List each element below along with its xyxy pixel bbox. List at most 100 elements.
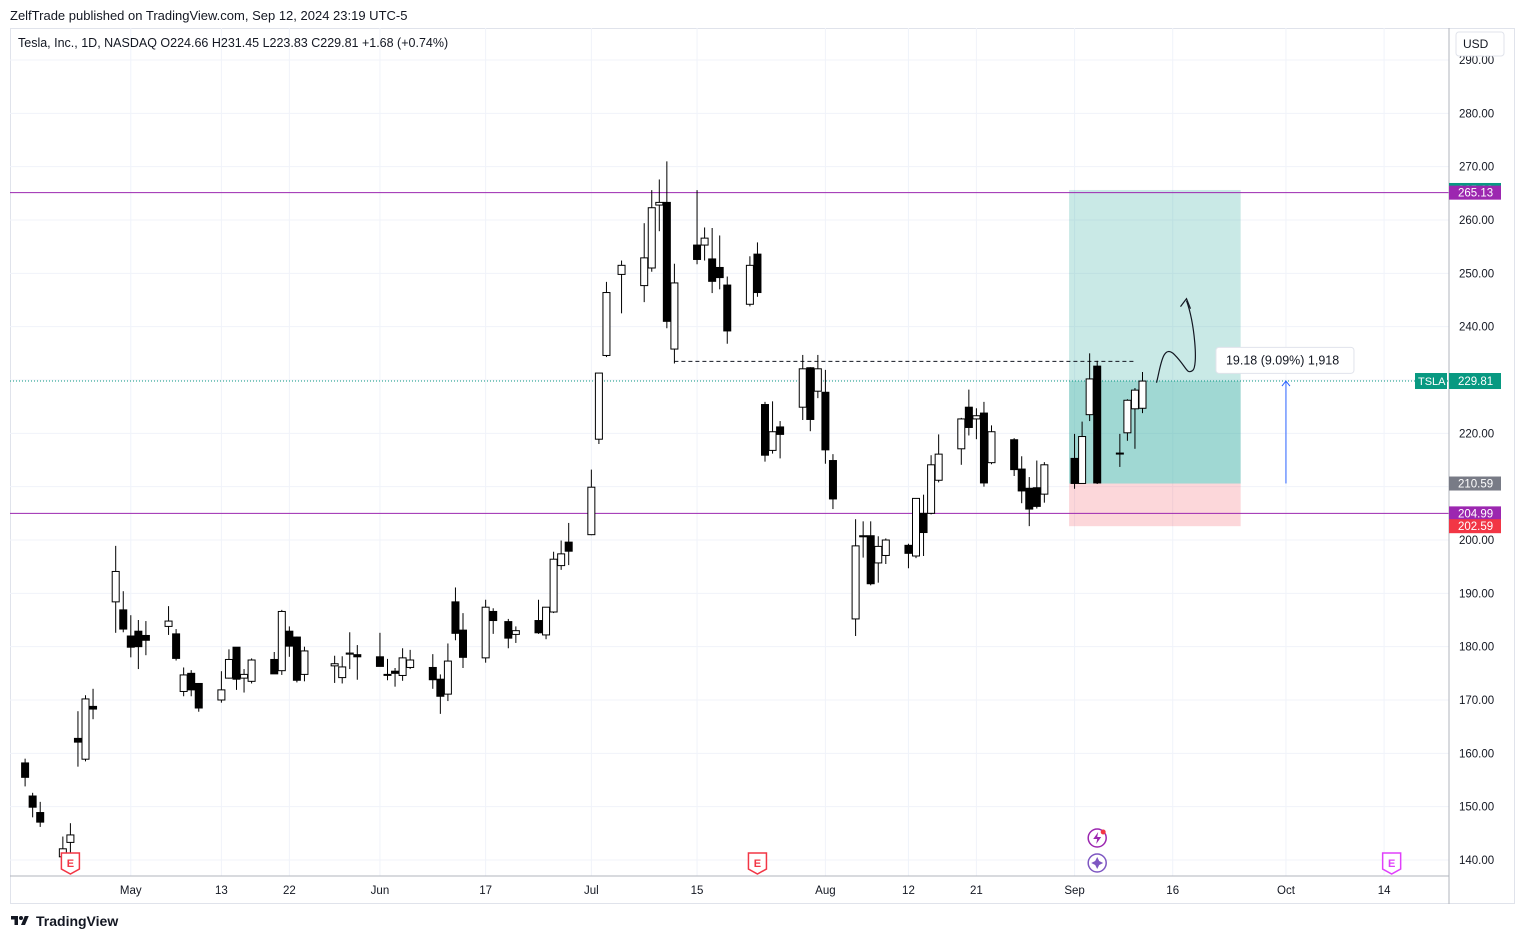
price-axis-badge-label: 265.13 <box>1458 188 1493 200</box>
candle-body <box>617 264 626 275</box>
y-tick-label: 290.00 <box>1459 55 1494 67</box>
candle-body <box>927 464 936 514</box>
projection-arrowhead <box>1180 297 1192 309</box>
x-tick-label: 16 <box>1166 885 1179 897</box>
candle-body <box>912 497 920 557</box>
candle-body <box>21 762 30 778</box>
candle-body <box>1115 452 1124 455</box>
candle-body <box>375 656 384 667</box>
candle-body <box>330 663 339 667</box>
y-tick-label: 240.00 <box>1459 322 1494 334</box>
candle-body <box>217 689 226 701</box>
price-axis-badge <box>1449 185 1501 200</box>
candle-body <box>594 372 603 440</box>
overlays: 19.18 (9.09%) 1,918 <box>1155 297 1355 484</box>
y-tick-label: 140.00 <box>1459 855 1494 867</box>
x-tick-label: 21 <box>970 885 983 897</box>
candle-body <box>987 431 996 464</box>
candle-body <box>1085 378 1094 416</box>
candle-body <box>693 244 702 260</box>
candle-body <box>141 634 150 641</box>
star-glyph <box>1091 857 1104 869</box>
candle-body <box>723 284 732 332</box>
publisher-line: ZelfTrade published on TradingView.com, … <box>10 8 408 23</box>
candle-body <box>504 621 513 639</box>
candle-body <box>1123 399 1132 434</box>
candle-body <box>964 406 973 428</box>
candle-body <box>919 512 928 534</box>
x-tick-label: Sep <box>1064 885 1084 897</box>
horizontal-lines <box>10 192 1449 514</box>
candle-body <box>111 570 120 603</box>
x-tick-label: 12 <box>902 885 915 897</box>
symbol-badge-label: TSLA <box>1418 376 1446 388</box>
x-tick-label: Oct <box>1277 885 1296 897</box>
candle-body <box>1070 457 1079 484</box>
candle-body <box>904 544 913 554</box>
earnings-icon <box>747 852 768 875</box>
measure-label-box <box>1215 346 1355 374</box>
measure-arrowhead <box>1281 380 1291 387</box>
candle-body <box>859 535 868 538</box>
candle-body <box>119 609 128 630</box>
y-tick-label: 270.00 <box>1459 162 1494 174</box>
candle-body <box>489 610 498 622</box>
candle-body <box>866 535 875 585</box>
candle-body <box>557 553 566 567</box>
last-price-badge-label: 229.81 <box>1458 376 1493 388</box>
candle-body <box>232 646 241 680</box>
candle-body <box>587 486 596 536</box>
candle-body <box>126 635 135 648</box>
y-tick-label: 250.00 <box>1459 268 1494 280</box>
stop-zone <box>1069 483 1241 527</box>
candle-body <box>881 539 890 556</box>
candle-body <box>708 258 717 282</box>
candle-body <box>247 659 256 682</box>
projection-path <box>1155 300 1196 383</box>
candle-body <box>753 253 762 294</box>
candle-body <box>700 237 709 246</box>
candle-body <box>300 650 309 675</box>
candle-body <box>459 629 467 658</box>
candle-body <box>406 659 415 668</box>
chart-legend: Tesla, Inc., 1D, NASDAQ O224.66 H231.45 … <box>18 36 448 50</box>
currency-button[interactable] <box>1455 31 1505 57</box>
candle-body <box>428 666 437 681</box>
candle-body <box>806 367 815 420</box>
y-tick-label: 190.00 <box>1459 588 1494 600</box>
candle-body <box>1017 468 1026 492</box>
x-tick-label: Jul <box>584 885 599 897</box>
candle-body <box>715 266 724 279</box>
candle-body <box>934 453 943 481</box>
candle-body <box>443 660 452 695</box>
candle-body <box>481 606 490 659</box>
candle-body <box>36 812 45 823</box>
candle-body <box>813 368 822 392</box>
candle-body <box>1078 436 1087 484</box>
x-tick-label: 14 <box>1378 885 1391 897</box>
grid <box>10 28 1449 876</box>
candles <box>21 161 1147 867</box>
candle-body <box>1025 487 1034 510</box>
candle-body <box>979 412 988 484</box>
price-axis: 290.00280.00270.00260.00250.00240.00230.… <box>1415 55 1501 867</box>
candle-body <box>240 673 249 679</box>
candle-body <box>647 207 656 269</box>
candle-body <box>662 201 671 322</box>
candle-body <box>134 630 143 648</box>
candle-body <box>277 610 286 672</box>
candle-body <box>451 601 460 634</box>
candle-body <box>670 282 679 350</box>
candle-body <box>398 657 407 676</box>
x-tick-label: 22 <box>283 885 296 897</box>
candle-body <box>1040 464 1049 495</box>
candle-body <box>1032 487 1041 507</box>
candle-body <box>66 834 75 843</box>
y-tick-label: 150.00 <box>1459 802 1494 814</box>
earnings-icon <box>60 852 81 875</box>
candle-body <box>640 257 649 287</box>
candle-body <box>1093 365 1102 484</box>
candle-body <box>179 674 188 692</box>
y-tick-label: 200.00 <box>1459 535 1494 547</box>
